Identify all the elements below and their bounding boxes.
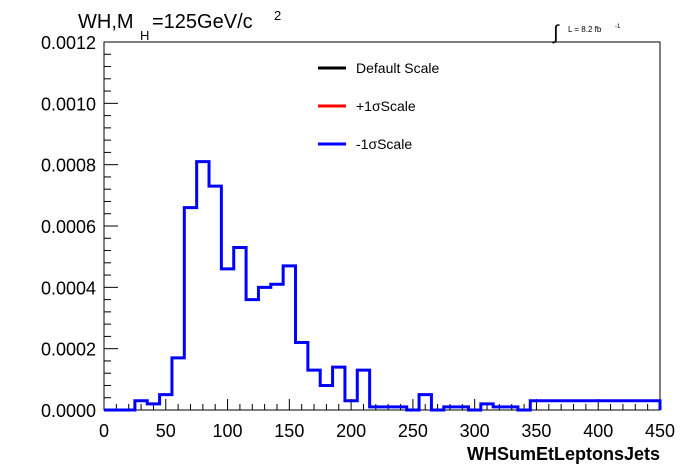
x-tick-label: 300 <box>460 421 490 441</box>
x-tick-label: 350 <box>521 421 551 441</box>
y-tick-label: 0.0008 <box>41 156 96 176</box>
y-tick-label: 0.0002 <box>41 340 96 360</box>
y-tick-label: 0.0000 <box>41 401 96 421</box>
legend: Default Scale +1σScale -1σScale <box>318 60 439 152</box>
x-axis: 0 50 100 150 200 250 300 350 400 450 <box>99 399 675 441</box>
x-tick-label: 200 <box>336 421 366 441</box>
chart-title-superscript: 2 <box>274 8 281 23</box>
x-tick-label: 250 <box>398 421 428 441</box>
x-tick-label: 400 <box>583 421 613 441</box>
legend-label: -1σScale <box>356 136 412 152</box>
x-tick-label: 100 <box>213 421 243 441</box>
y-tick-label: 0.0010 <box>41 94 96 114</box>
chart-title-rest: =125GeV/c <box>152 11 253 33</box>
x-axis-label: WHSumEtLeptonsJets <box>467 444 660 464</box>
chart-title-subscript: H <box>140 28 149 43</box>
x-tick-label: 150 <box>274 421 304 441</box>
legend-label: +1σScale <box>356 98 416 114</box>
legend-label: Default Scale <box>356 60 439 76</box>
x-tick-label: 450 <box>645 421 675 441</box>
y-tick-label: 0.0006 <box>41 217 96 237</box>
integral-sign: ∫ <box>552 22 560 44</box>
x-tick-label: 50 <box>156 421 176 441</box>
series-group <box>104 160 662 412</box>
series-line <box>104 160 662 412</box>
luminosity-label: L = 8.2 fb <box>568 25 602 34</box>
y-axis: 0.0000 0.0002 0.0004 0.0006 0.0008 0.0010 0.00… <box>41 33 118 421</box>
chart-title-main: WH,M <box>78 11 134 33</box>
y-tick-label: 0.0012 <box>41 33 96 53</box>
luminosity-unit-superscript: -1 <box>615 24 621 30</box>
x-tick-label: 0 <box>99 421 109 441</box>
y-tick-label: 0.0004 <box>41 278 96 298</box>
